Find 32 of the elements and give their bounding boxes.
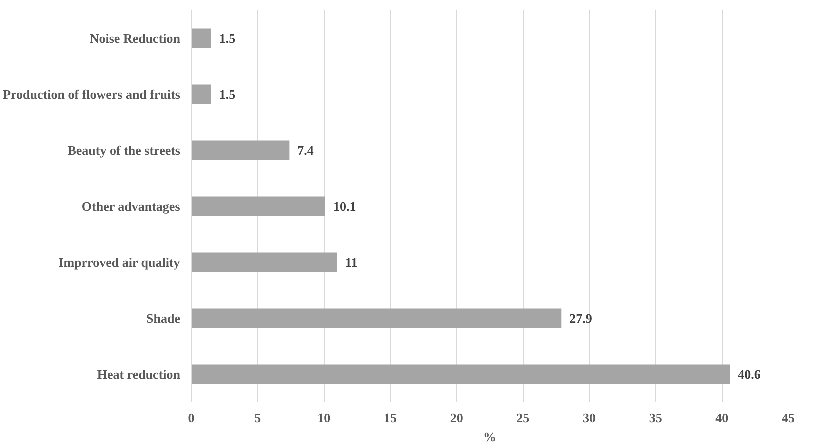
x-tick-label: 35: [649, 410, 663, 426]
bar: [192, 308, 562, 328]
data-label: 27.9: [570, 311, 593, 326]
y-tick-label: Production of flowers and fruits: [3, 87, 181, 102]
x-tick-label: 0: [188, 410, 195, 426]
x-tick-label: 15: [384, 410, 398, 426]
x-tick-label: 20: [450, 410, 464, 426]
x-tick-label: 5: [254, 410, 262, 426]
y-tick-label: Imprroved air quality: [58, 255, 181, 270]
data-label: 11: [345, 255, 358, 270]
x-tick-label: 25: [516, 410, 530, 426]
bar: [192, 28, 212, 48]
bar: [192, 84, 212, 104]
bar: [192, 196, 326, 216]
data-label: 7.4: [298, 143, 314, 158]
x-axis-title: %: [484, 430, 496, 444]
x-tick-label: 45: [782, 410, 796, 426]
y-tick-label: Noise Reduction: [90, 31, 182, 46]
bar: [192, 140, 290, 160]
bar: [192, 252, 338, 272]
y-tick-label: Beauty of the streets: [68, 143, 181, 158]
y-tick-label: Shade: [146, 311, 181, 326]
x-tick-label: 40: [716, 410, 729, 426]
x-tick-label: 10: [318, 410, 331, 426]
data-label: 40.6: [738, 367, 762, 382]
x-tick-label: 30: [583, 410, 596, 426]
y-tick-label: Heat reduction: [97, 367, 182, 382]
data-label: 10.1: [333, 199, 356, 214]
data-label: 1.5: [219, 87, 236, 102]
data-label: 1.5: [219, 31, 236, 46]
y-tick-label: Other advantages: [82, 199, 180, 214]
bar: [192, 364, 730, 384]
